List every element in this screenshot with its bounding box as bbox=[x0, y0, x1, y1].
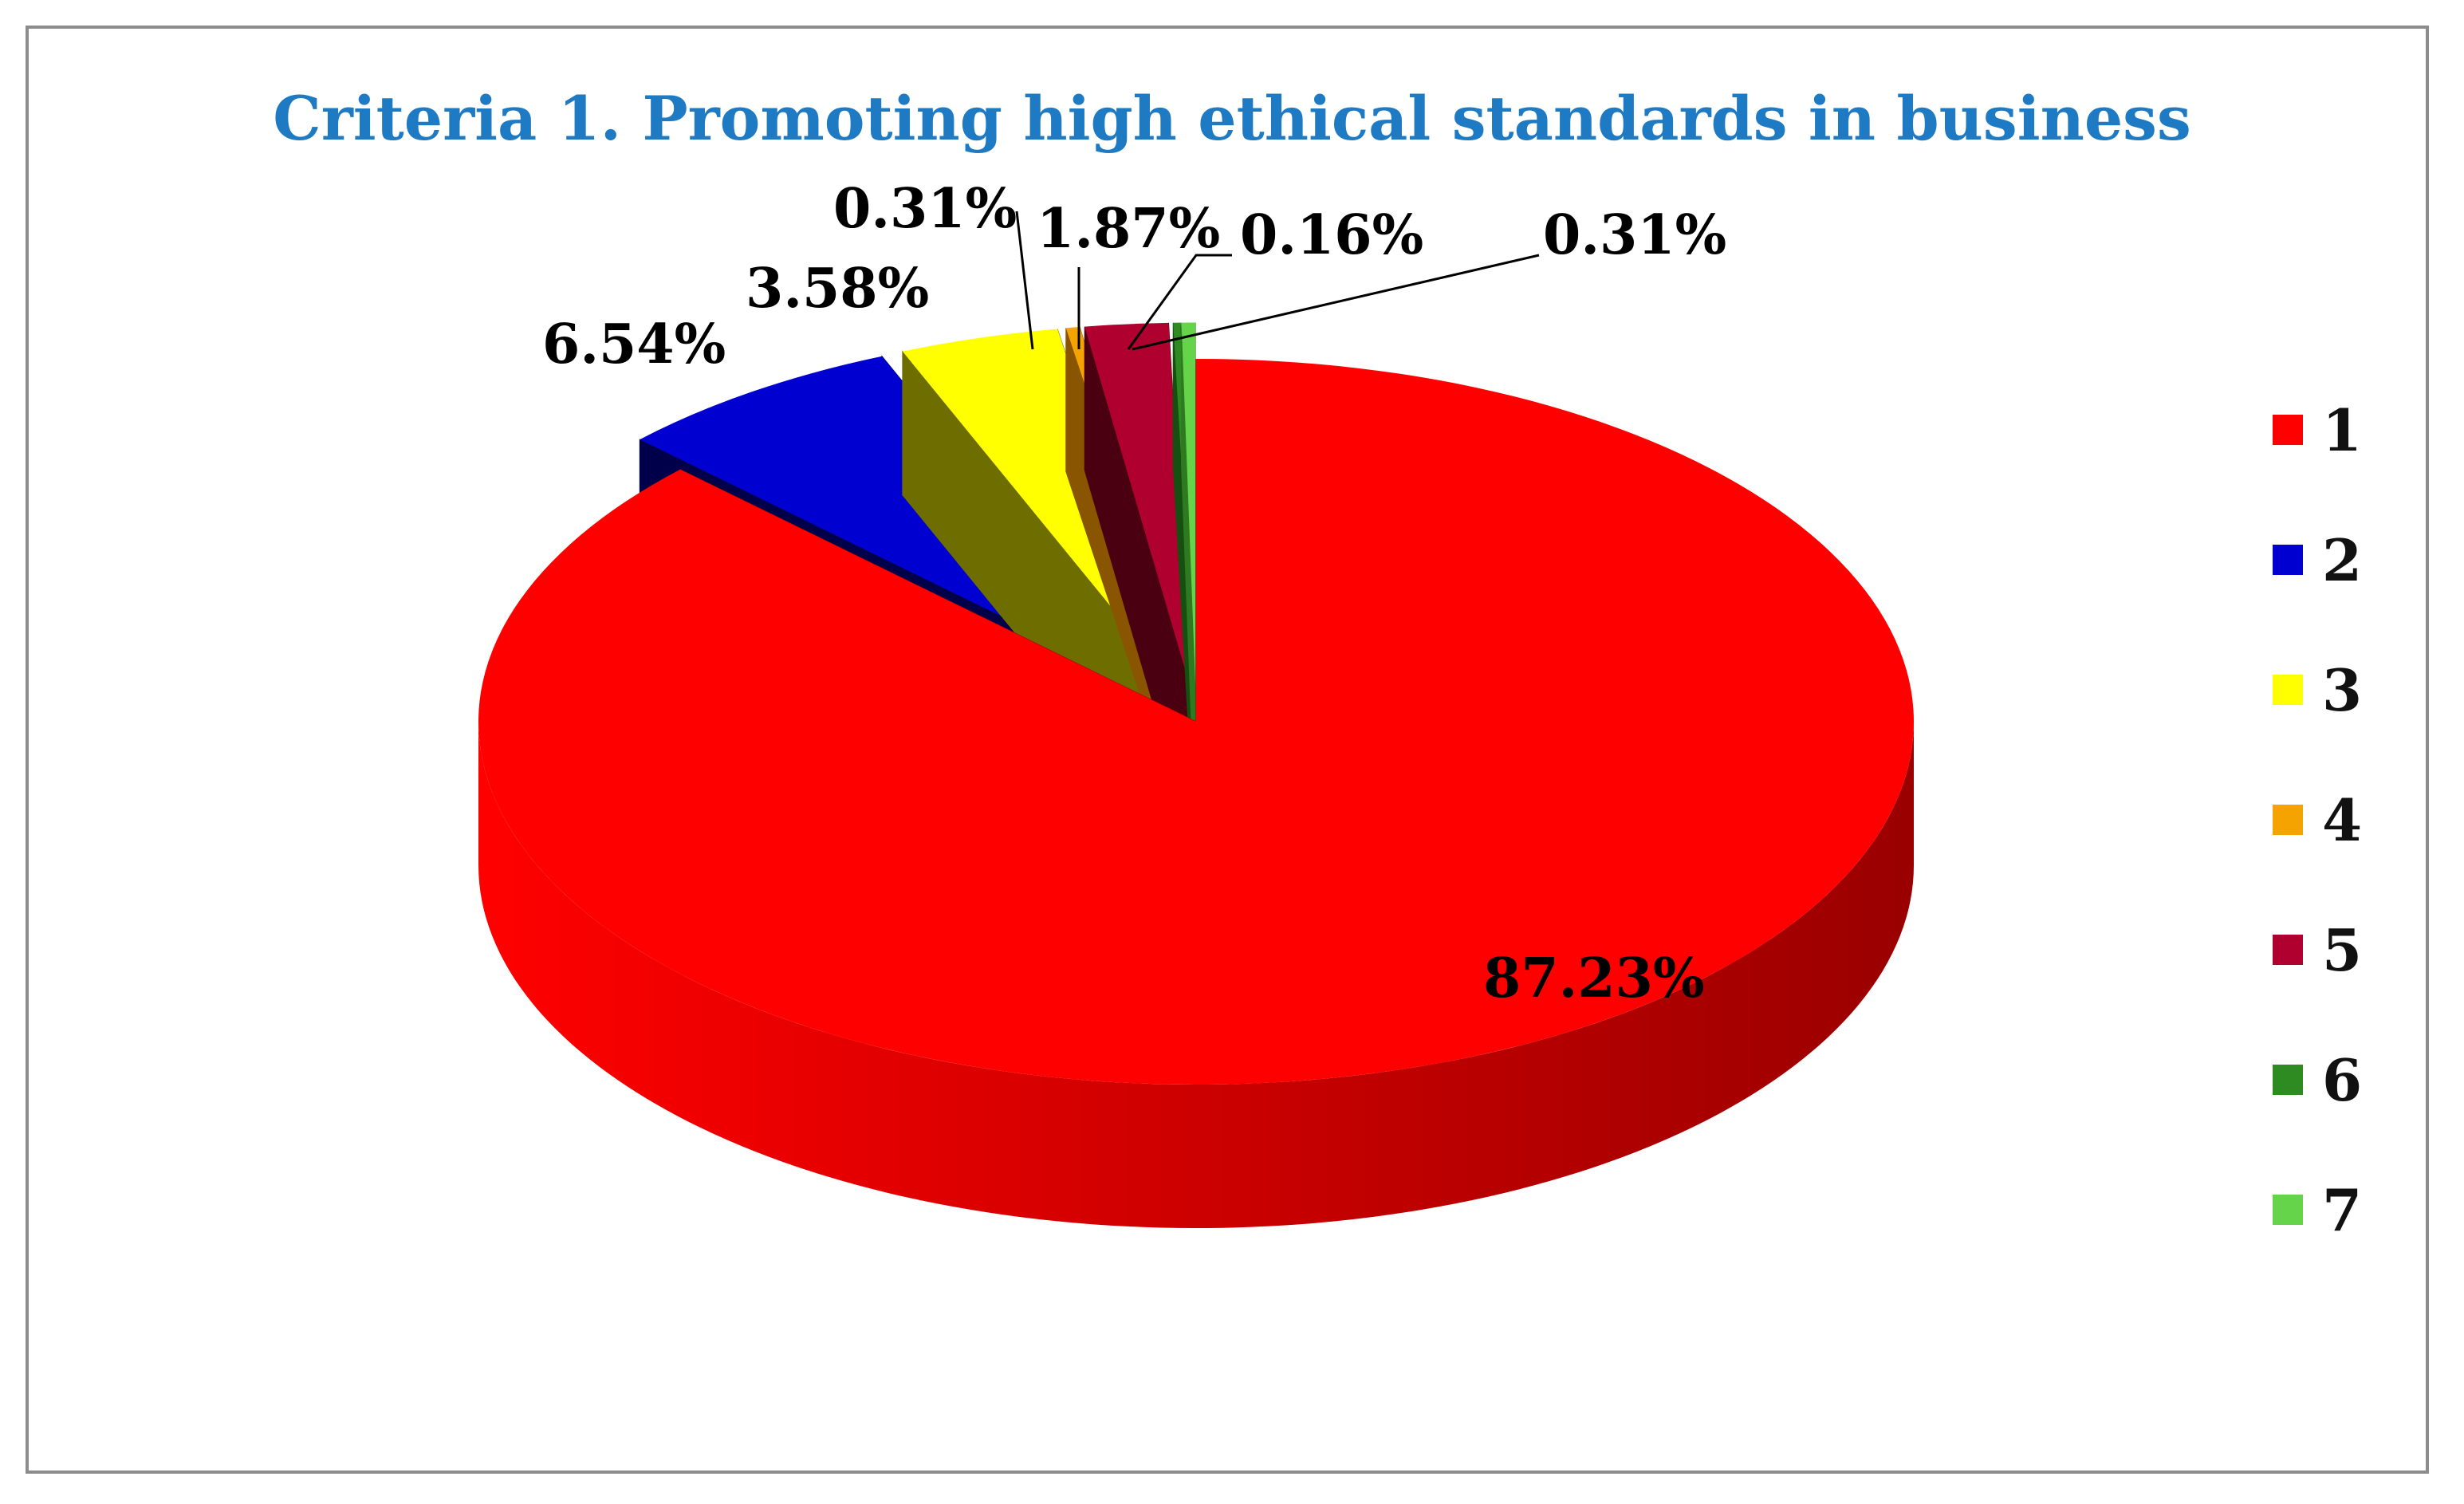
pie-slice-1 bbox=[478, 359, 1914, 1228]
legend-item-1: 1 bbox=[2273, 399, 2362, 529]
legend-item-5: 5 bbox=[2273, 919, 2362, 1049]
data-label-3: 3.58% bbox=[746, 257, 929, 321]
legend-swatch-7 bbox=[2273, 1195, 2303, 1225]
legend-item-7: 7 bbox=[2273, 1179, 2362, 1309]
legend-swatch-6 bbox=[2273, 1065, 2303, 1095]
legend-swatch-1 bbox=[2273, 415, 2303, 445]
legend-label-2: 2 bbox=[2322, 526, 2363, 594]
leader-line-4 bbox=[1015, 211, 1034, 350]
slice-top bbox=[478, 359, 1914, 1085]
data-label-6: 0.16% bbox=[1240, 203, 1423, 267]
legend-item-2: 2 bbox=[2273, 529, 2362, 659]
legend-swatch-4 bbox=[2273, 805, 2303, 835]
data-label-5: 1.87% bbox=[1037, 197, 1220, 261]
data-label-2: 6.54% bbox=[542, 313, 726, 376]
legend-label-1: 1 bbox=[2322, 396, 2363, 464]
leader-line-7 bbox=[1132, 254, 1540, 351]
data-label-1: 87.23% bbox=[1483, 947, 1705, 1010]
slice-side bbox=[478, 722, 1914, 1228]
leader-line-6 bbox=[1127, 254, 1232, 350]
legend-item-4: 4 bbox=[2273, 789, 2362, 919]
legend-swatch-5 bbox=[2273, 935, 2303, 965]
legend-swatch-3 bbox=[2273, 675, 2303, 705]
legend-label-5: 5 bbox=[2322, 916, 2363, 984]
legend-label-7: 7 bbox=[2322, 1176, 2363, 1244]
legend-label-6: 6 bbox=[2322, 1046, 2363, 1114]
slice-top bbox=[1181, 322, 1196, 686]
legend-item-6: 6 bbox=[2273, 1049, 2362, 1179]
chart-title: Criteria 1. Promoting high ethical stand… bbox=[273, 83, 2191, 154]
slice-top bbox=[1084, 322, 1191, 686]
legend-item-3: 3 bbox=[2273, 659, 2362, 789]
legend-label-4: 4 bbox=[2322, 786, 2363, 854]
legend-label-3: 3 bbox=[2322, 656, 2363, 724]
data-label-4: 0.31% bbox=[833, 177, 1017, 241]
data-label-7: 0.31% bbox=[1543, 203, 1726, 267]
legend-swatch-2 bbox=[2273, 545, 2303, 575]
chart-legend: 1 2 3 4 5 6 7 bbox=[2273, 399, 2362, 1309]
